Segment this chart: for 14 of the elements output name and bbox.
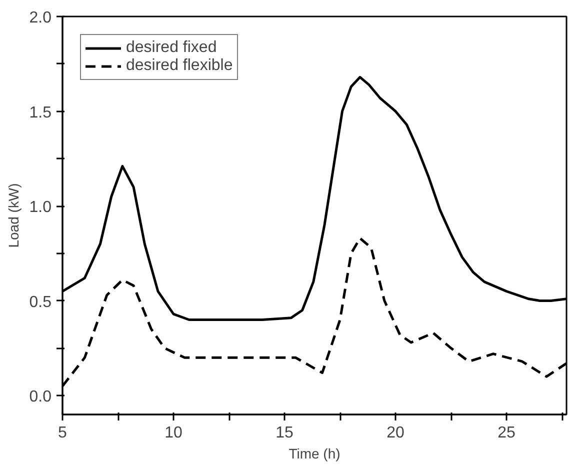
legend-label: desired flexible — [126, 57, 233, 75]
x-tick-label: 10 — [164, 424, 183, 442]
x-tick-label: 5 — [58, 424, 68, 442]
y-axis-title: Load (kW) — [5, 183, 22, 248]
y-tick-label: 1.5 — [29, 104, 52, 122]
x-tick-label: 15 — [276, 424, 294, 442]
x-tick-label: 25 — [498, 424, 516, 442]
y-tick-label: 0.5 — [29, 294, 52, 311]
legend-label: desired fixed — [126, 39, 217, 57]
y-tick-label: 2.0 — [29, 10, 52, 26]
x-axis-title: Time (h) — [288, 446, 340, 462]
x-tick-label: 20 — [386, 424, 405, 442]
y-tick-label: 0.0 — [29, 388, 52, 406]
y-tick-label: 1.0 — [29, 199, 52, 216]
